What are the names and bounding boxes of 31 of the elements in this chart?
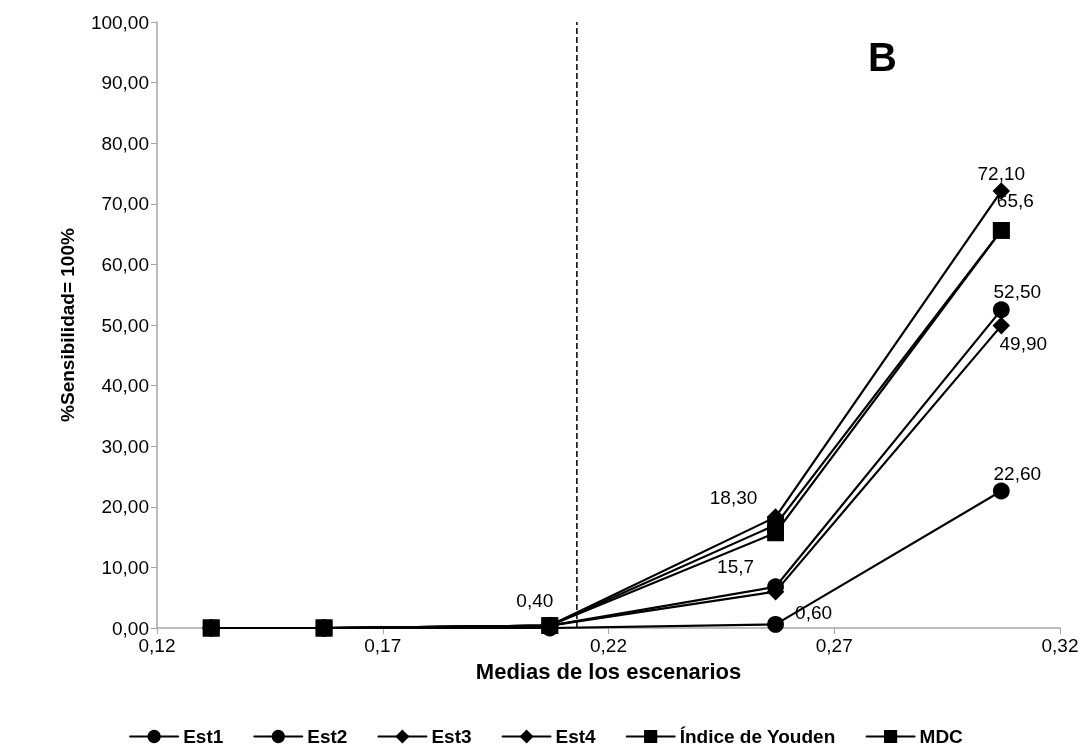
y-tick-label: 90,00 bbox=[101, 72, 149, 94]
x-tick-label: 0,22 bbox=[590, 635, 627, 656]
x-tick-label: 0,32 bbox=[1041, 635, 1079, 656]
y-tick-label: 10,00 bbox=[101, 556, 149, 578]
legend-label: Índice de Youden bbox=[679, 726, 836, 747]
y-tick-label: 100,00 bbox=[90, 11, 149, 33]
annotation: 0,40 bbox=[516, 590, 554, 612]
annotation: 22,60 bbox=[993, 462, 1042, 484]
y-tick-label: 60,00 bbox=[101, 253, 149, 275]
annotation: 15,7 bbox=[717, 556, 755, 578]
annotation: 18,30 bbox=[709, 486, 758, 508]
annotation: 52,50 bbox=[993, 281, 1042, 303]
y-tick-label: 40,00 bbox=[101, 375, 149, 397]
y-tick-label: 70,00 bbox=[101, 193, 149, 215]
legend-label: Est3 bbox=[431, 726, 472, 747]
annotation: 49,90 bbox=[999, 333, 1048, 355]
legend-label: Est2 bbox=[307, 726, 348, 747]
x-tick-label: 0,27 bbox=[815, 635, 853, 656]
annotation: 72,10 bbox=[977, 162, 1026, 184]
y-tick-label: 80,00 bbox=[101, 132, 149, 154]
legend-label: MDC bbox=[919, 726, 964, 747]
annotation: 0,60 bbox=[795, 601, 833, 623]
x-axis-title: Medias de los escenarios bbox=[475, 658, 742, 684]
legend-label: Est4 bbox=[555, 726, 597, 747]
y-tick-label: 50,00 bbox=[101, 314, 149, 336]
y-tick-label: 20,00 bbox=[101, 496, 149, 518]
legend-label: Est1 bbox=[183, 726, 224, 747]
x-tick-label: 0,17 bbox=[364, 635, 402, 656]
y-tick-label: 30,00 bbox=[101, 435, 149, 457]
y-axis-title: %Sensibilidad= 100% bbox=[57, 228, 78, 422]
chart-title: B bbox=[868, 35, 897, 79]
